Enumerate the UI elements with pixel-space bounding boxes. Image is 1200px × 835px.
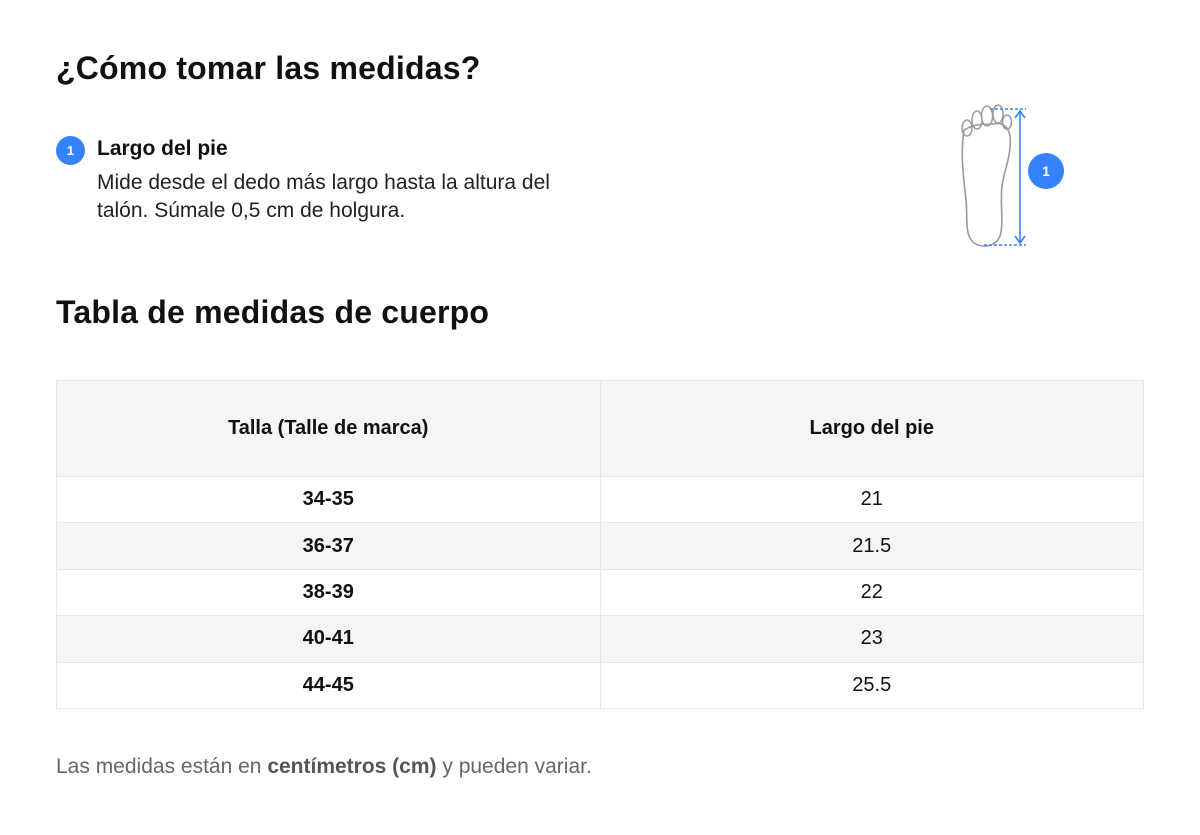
units-note: Las medidas están en centímetros (cm) y … [56, 755, 592, 779]
length-cell: 22 [599, 568, 1144, 617]
note-bold: centímetros (cm) [267, 755, 437, 778]
size-cell: 34-35 [56, 475, 601, 524]
table-header-row: Talla (Talle de marca) Largo del pie [56, 380, 1144, 477]
table-row: 40-41 23 [56, 615, 1144, 663]
step-title: Largo del pie [97, 137, 228, 160]
length-cell: 21 [599, 475, 1144, 524]
step-number-badge: 1 [56, 136, 85, 165]
column-header-size: Talla (Talle de marca) [56, 380, 601, 477]
step-description: Mide desde el dedo más largo hasta la al… [97, 171, 550, 222]
size-cell: 40-41 [56, 615, 601, 663]
note-prefix: Las medidas están en [56, 755, 268, 778]
page-title: ¿Cómo tomar las medidas? [56, 50, 481, 86]
illustration-badge: 1 [1042, 163, 1050, 179]
length-cell: 21.5 [599, 522, 1144, 570]
table-title: Tabla de medidas de cuerpo [56, 294, 490, 330]
size-table: Talla (Talle de marca) Largo del pie 34-… [56, 380, 1144, 709]
length-cell: 23 [599, 615, 1144, 663]
foot-outline-icon: 1 [961, 104, 1064, 247]
size-cell: 36-37 [56, 522, 601, 570]
table-row: 36-37 21.5 [56, 522, 1144, 570]
size-cell: 44-45 [56, 661, 601, 709]
column-header-length: Largo del pie [599, 380, 1144, 477]
note-suffix: y pueden variar. [436, 755, 592, 778]
table-row: 38-39 22 [56, 568, 1144, 617]
table-row: 34-35 21 [56, 475, 1144, 524]
size-cell: 38-39 [56, 568, 601, 617]
foot-illustration: 1 [950, 100, 1070, 250]
table-row: 44-45 25.5 [56, 661, 1144, 709]
length-cell: 25.5 [599, 661, 1144, 709]
